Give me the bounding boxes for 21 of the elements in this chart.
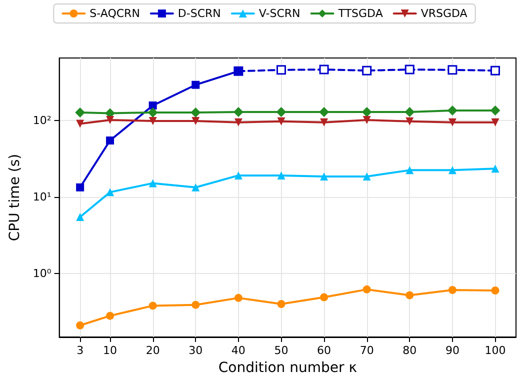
x-tick-label: 90 [445,344,460,357]
legend-label: TTSGDA [337,7,384,20]
x-tick-label: 30 [188,344,203,357]
x-tick-label: 80 [402,344,417,357]
x-tick-label: 60 [317,344,332,357]
x-tick-label: 50 [274,344,288,357]
x-tick-label: 20 [146,344,160,357]
legend-label: VRSGDA [420,7,468,20]
legend-label: D-SCRN [178,7,221,20]
y-tick-label: 10² [32,114,52,128]
x-tick-label: 10 [103,344,118,357]
x-axis-title: Condition number κ [218,360,357,376]
x-tick-label: 3 [76,344,84,357]
x-tick-label: 100 [484,344,506,357]
x-tick-label: 70 [360,344,374,357]
legend-label: S-AQCRN [90,7,140,20]
y-tick-label: 10¹ [32,190,52,204]
y-axis-title: CPU time (s) [7,154,23,242]
x-tick-label: 40 [231,344,246,357]
legend-label: V-SCRN [258,7,300,20]
y-tick-label: 10⁰ [32,267,52,280]
